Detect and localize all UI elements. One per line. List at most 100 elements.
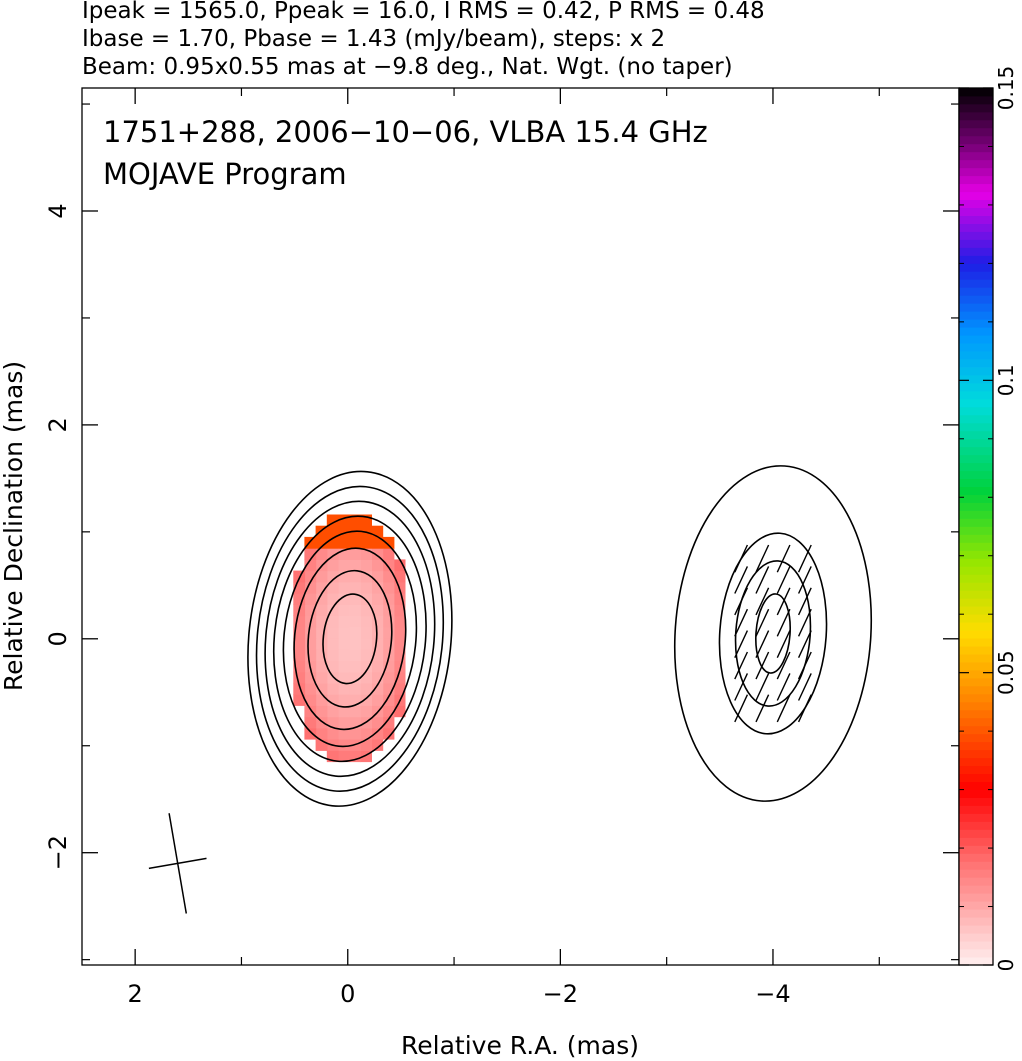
polarization-pixel (360, 559, 372, 572)
polarization-pixel (326, 626, 339, 639)
colorbar-band (959, 941, 993, 950)
colorbar-band (959, 949, 993, 958)
colorbar-band (959, 598, 993, 607)
polarization-pixel (326, 604, 339, 617)
polarization-pixel (360, 671, 372, 684)
polarization-pixel (304, 705, 317, 718)
polarization-pixel (371, 739, 384, 751)
colorbar-band (959, 119, 993, 129)
colorbar-band (959, 518, 993, 527)
colorbar-band (959, 311, 993, 320)
colorbar-band (959, 733, 993, 743)
colorbar-band (959, 646, 993, 655)
polarization-pixel (382, 581, 395, 594)
colorbar-band (959, 957, 993, 966)
colorbar-band (959, 853, 993, 862)
polarization-pixel (315, 536, 328, 549)
polarization-pixel (360, 739, 372, 751)
polarization-pixel (349, 536, 361, 549)
evpa-vector (734, 630, 749, 658)
polarization-pixel (349, 716, 361, 729)
colorbar-band (959, 797, 993, 806)
polarization-pixel (337, 638, 350, 650)
polarization-pixel (315, 705, 328, 718)
polarization-pixel (382, 604, 395, 617)
evpa-vector (776, 608, 791, 637)
y-axis-label: Relative Declination (mas) (0, 361, 28, 691)
polarization-pixel (371, 705, 384, 718)
polarization-pixel (326, 638, 339, 650)
polarization-pixel (393, 626, 406, 639)
polarization-pixel (326, 727, 339, 740)
polarization-pixel (393, 671, 406, 684)
colorbar-band (959, 494, 993, 503)
polarization-pixel (326, 750, 339, 763)
polarization-pixel (349, 559, 361, 572)
colorbar-band (959, 813, 993, 822)
x-tick-label: 0 (340, 980, 355, 1008)
polarization-pixel (337, 514, 350, 527)
colorbar-band (959, 614, 993, 623)
core-contour-1 (247, 470, 453, 807)
colorbar-band (959, 526, 993, 535)
colorbar-band (959, 534, 993, 543)
colorbar-band (959, 88, 993, 97)
polarization-pixel (382, 705, 395, 718)
colorbar-band (959, 542, 993, 551)
polarization-pixel (360, 750, 372, 763)
polarization-pixel (371, 727, 384, 740)
colorbar-band (959, 574, 993, 583)
polarization-pixel (382, 559, 395, 572)
colorbar-band (959, 725, 993, 735)
y-tick-label: −2 (44, 835, 72, 870)
jet-contour-1 (673, 465, 873, 802)
polarization-pixel (349, 548, 361, 560)
colorbar-band (959, 398, 993, 408)
contour-layer (247, 465, 873, 807)
colorbar-band (959, 215, 993, 224)
polarization-pixel (293, 593, 306, 605)
polarization-pixel (304, 638, 317, 650)
colorbar-band (959, 343, 993, 352)
polarization-pixel (371, 570, 384, 583)
polarization-intensity-layer (293, 514, 406, 763)
colorbar-band (959, 877, 993, 886)
polarization-pixel (337, 570, 350, 583)
colorbar-band (959, 367, 993, 376)
colorbar-band (959, 917, 993, 926)
polarization-pixel (315, 716, 328, 729)
polarization-pixel (315, 525, 328, 538)
evpa-vector (797, 651, 812, 680)
polarization-pixel (315, 615, 328, 628)
polarization-pixel (304, 682, 317, 695)
evpa-vector (734, 544, 749, 573)
polarization-pixel (326, 581, 339, 594)
polarization-pixel (371, 559, 384, 572)
polarization-pixel (349, 671, 361, 684)
evpa-vector (734, 587, 749, 616)
colorbar-band (959, 375, 993, 384)
polarization-pixel (393, 593, 406, 605)
colorbar-band (959, 279, 993, 288)
polarization-pixel (315, 739, 328, 751)
polarization-pixel (337, 604, 350, 617)
evpa-vector (755, 587, 770, 616)
polarization-pixel (393, 559, 406, 572)
colorbar-band (959, 462, 993, 472)
polarization-pixel (315, 727, 328, 740)
colorbar: 0 0.05 0.1 0.15 (958, 66, 1018, 971)
polarization-pixel (371, 649, 384, 661)
colorbar-band (959, 654, 993, 663)
polarization-pixel (371, 525, 384, 538)
evpa-vector (755, 694, 770, 723)
polarization-pixel (326, 615, 339, 628)
polarization-pixel (337, 671, 350, 684)
colorbar-band (959, 869, 993, 878)
polarization-pixel (382, 694, 395, 706)
polarization-pixel (315, 671, 328, 684)
colorbar-tick-label: 0.1 (994, 364, 1018, 396)
polarization-pixel (304, 593, 317, 605)
polarization-pixel (349, 615, 361, 628)
polarization-pixel (393, 570, 406, 583)
